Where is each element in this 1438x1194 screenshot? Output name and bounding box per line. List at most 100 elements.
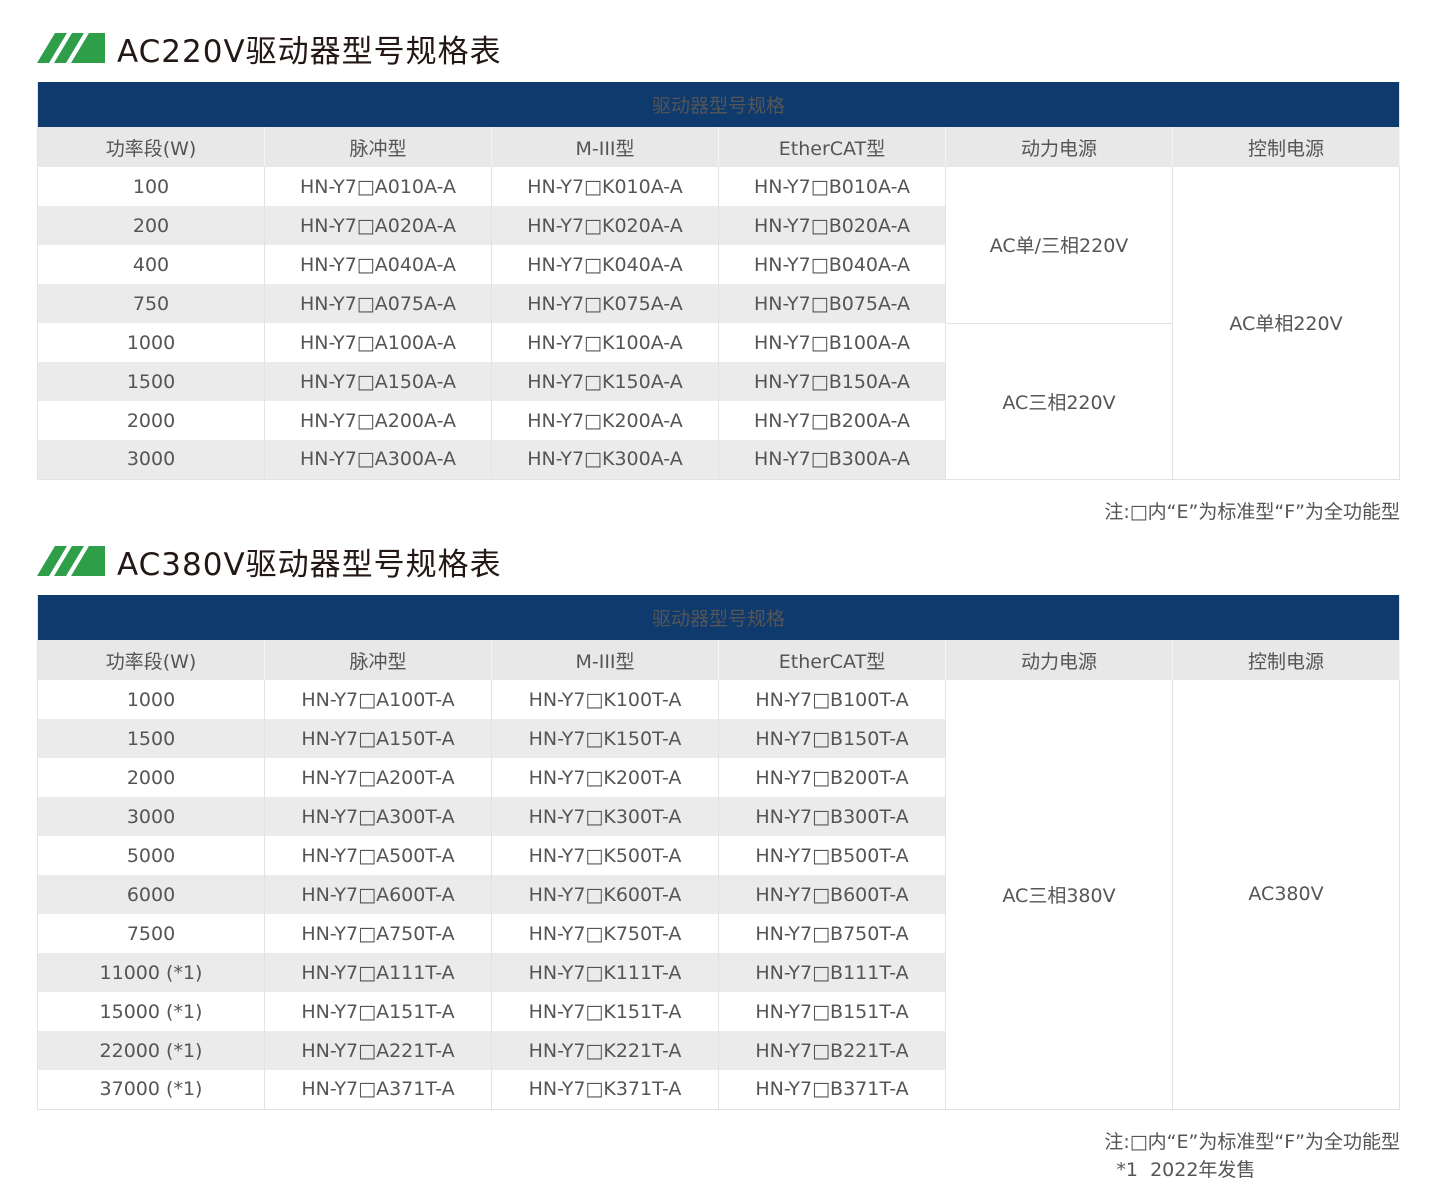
model-cell: HN-Y7□B151T-A <box>718 992 946 1031</box>
power-cell: 200 <box>37 206 265 245</box>
table-row: 6000 HN-Y7□A600T-A HN-Y7□K600T-A HN-Y7□B600… <box>37 875 1400 914</box>
spec-table-ac380: 驱动器型号规格 功率段(W) 脉冲型 M-III型 EtherCAT型 动力电源 控制电源 1… <box>37 595 1400 1110</box>
stripes-logo-icon <box>37 33 105 63</box>
model-cell: HN-Y7□B150T-A <box>718 719 946 758</box>
note-line: 注:□内“E”为标准型“F”为全功能型 <box>1104 1131 1400 1153</box>
table-row: 5000 HN-Y7□A500T-A HN-Y7□K500T-A HN-Y7□B500… <box>37 836 1400 875</box>
spec-table-ac220: 驱动器型号规格 功率段(W) 脉冲型 M-III型 EtherCAT型 动力电源 控制电源 1… <box>37 82 1400 480</box>
control-supply-cell: AC单相220V <box>1172 167 1400 480</box>
footnote: 注:□内“E”为标准型“F”为全功能型 <box>1104 497 1400 524</box>
column-header: 动力电源 <box>945 640 1173 680</box>
model-cell: HN-Y7□K371T-A <box>491 1070 719 1109</box>
table-bar-row: 驱动器型号规格 <box>37 82 1400 127</box>
power-cell: 6000 <box>37 875 265 914</box>
model-cell: HN-Y7□A221T-A <box>264 1031 492 1070</box>
model-cell: HN-Y7□B010A-A <box>718 167 946 206</box>
power-cell: 37000 (*1) <box>37 1070 265 1109</box>
table-row: 11000 (*1) HN-Y7□A111T-A HN-Y7□K111T-A HN-Y… <box>37 953 1400 992</box>
power-cell: 2000 <box>37 758 265 797</box>
column-header: EtherCAT型 <box>718 640 946 680</box>
power-cell: 11000 (*1) <box>37 953 265 992</box>
column-header: 脉冲型 <box>264 640 492 680</box>
table-row: 750 HN-Y7□A075A-A HN-Y7□K075A-A HN-Y7□B075A… <box>37 284 1400 323</box>
control-supply-cell: AC380V <box>1172 680 1400 1110</box>
model-cell: HN-Y7□B100A-A <box>718 323 946 362</box>
table-row: 2000 HN-Y7□A200A-A HN-Y7□K200A-A HN-Y7□B200… <box>37 401 1400 440</box>
model-cell: HN-Y7□A750T-A <box>264 914 492 953</box>
model-cell: HN-Y7□B300T-A <box>718 797 946 836</box>
model-cell: HN-Y7□B600T-A <box>718 875 946 914</box>
column-header: M-III型 <box>491 127 719 167</box>
power-cell: 5000 <box>37 836 265 875</box>
model-cell: HN-Y7□A111T-A <box>264 953 492 992</box>
note-line: 注:□内“E”为标准型“F”为全功能型 <box>1104 501 1400 523</box>
model-cell: HN-Y7□A010A-A <box>264 167 492 206</box>
table-bar-title: 驱动器型号规格 <box>37 595 1400 640</box>
model-cell: HN-Y7□B500T-A <box>718 836 946 875</box>
model-cell: HN-Y7□K221T-A <box>491 1031 719 1070</box>
model-cell: HN-Y7□K150A-A <box>491 362 719 401</box>
model-cell: HN-Y7□B075A-A <box>718 284 946 323</box>
model-cell: HN-Y7□K100T-A <box>491 680 719 719</box>
column-header: EtherCAT型 <box>718 127 946 167</box>
model-cell: HN-Y7□K040A-A <box>491 245 719 284</box>
model-cell: HN-Y7□A500T-A <box>264 836 492 875</box>
column-header: 脉冲型 <box>264 127 492 167</box>
model-cell: HN-Y7□B221T-A <box>718 1031 946 1070</box>
model-cell: HN-Y7□K600T-A <box>491 875 719 914</box>
power-cell: 2000 <box>37 401 265 440</box>
model-cell: HN-Y7□K151T-A <box>491 992 719 1031</box>
model-cell: HN-Y7□K150T-A <box>491 719 719 758</box>
power-cell: 100 <box>37 167 265 206</box>
power-cell: 1500 <box>37 362 265 401</box>
power-cell: 3000 <box>37 797 265 836</box>
table-row: 1000 HN-Y7□A100A-A HN-Y7□K100A-A HN-Y7□B100… <box>37 323 1400 480</box>
model-cell: HN-Y7□K010A-A <box>491 167 719 206</box>
table-row: 15000 (*1) HN-Y7□A151T-A HN-Y7□K151T-A HN-Y… <box>37 992 1400 1031</box>
model-cell: HN-Y7□K111T-A <box>491 953 719 992</box>
title-text: AC220V驱动器型号规格表 <box>117 33 502 70</box>
model-cell: HN-Y7□A600T-A <box>264 875 492 914</box>
model-cell: HN-Y7□A100T-A <box>264 680 492 719</box>
model-cell: HN-Y7□B371T-A <box>718 1070 946 1109</box>
power-cell: 7500 <box>37 914 265 953</box>
power-cell: 750 <box>37 284 265 323</box>
model-cell: HN-Y7□A100A-A <box>264 323 492 362</box>
column-header: 功率段(W) <box>37 127 265 167</box>
column-header: 控制电源 <box>1172 127 1400 167</box>
footnote: 注:□内“E”为标准型“F”为全功能型 *1 2022年发售 <box>1104 1128 1400 1184</box>
model-cell: HN-Y7□B200A-A <box>718 401 946 440</box>
column-header: 控制电源 <box>1172 640 1400 680</box>
model-cell: HN-Y7□A200T-A <box>264 758 492 797</box>
table-row: 22000 (*1) HN-Y7□A221T-A HN-Y7□K221T-A HN-Y… <box>37 1031 1400 1070</box>
model-cell: HN-Y7□B040A-A <box>718 245 946 284</box>
model-cell: HN-Y7□A151T-A <box>264 992 492 1031</box>
column-header: 动力电源 <box>945 127 1173 167</box>
section-title: AC220V驱动器型号规格表 <box>37 28 502 70</box>
model-cell: HN-Y7□K300A-A <box>491 440 719 479</box>
table-row: 2000 HN-Y7□A200T-A HN-Y7□K200T-A HN-Y7□B200… <box>37 758 1400 797</box>
model-cell: HN-Y7□A150A-A <box>264 362 492 401</box>
table-row: 400 HN-Y7□A040A-A HN-Y7□K040A-A HN-Y7□B040A… <box>37 245 1400 284</box>
model-cell: HN-Y7□B150A-A <box>718 362 946 401</box>
model-cell: HN-Y7□A075A-A <box>264 284 492 323</box>
table-bar-row: 驱动器型号规格 <box>37 595 1400 640</box>
column-header: 功率段(W) <box>37 640 265 680</box>
power-supply-cell: AC单/三相220V <box>945 167 1173 324</box>
section-title: AC380V驱动器型号规格表 <box>37 541 502 583</box>
model-cell: HN-Y7□A200A-A <box>264 401 492 440</box>
power-supply-cell: AC三相220V <box>945 323 1173 480</box>
power-cell: 400 <box>37 245 265 284</box>
note-line: *1 2022年发售 <box>1104 1159 1256 1181</box>
stripes-logo-icon <box>37 546 105 576</box>
table-row: 100 HN-Y7□A010A-A HN-Y7□K010A-A HN-Y7□B010A… <box>37 167 1400 480</box>
model-cell: HN-Y7□A150T-A <box>264 719 492 758</box>
model-cell: HN-Y7□K100A-A <box>491 323 719 362</box>
model-cell: HN-Y7□A371T-A <box>264 1070 492 1109</box>
table-row: 1000 HN-Y7□A100T-A HN-Y7□K100T-A HN-Y7□B100… <box>37 680 1400 1110</box>
model-cell: HN-Y7□A040A-A <box>264 245 492 284</box>
model-cell: HN-Y7□K750T-A <box>491 914 719 953</box>
power-cell: 3000 <box>37 440 265 479</box>
table-row: 3000 HN-Y7□A300A-A HN-Y7□K300A-A HN-Y7□B300… <box>37 440 1400 479</box>
model-cell: HN-Y7□A020A-A <box>264 206 492 245</box>
